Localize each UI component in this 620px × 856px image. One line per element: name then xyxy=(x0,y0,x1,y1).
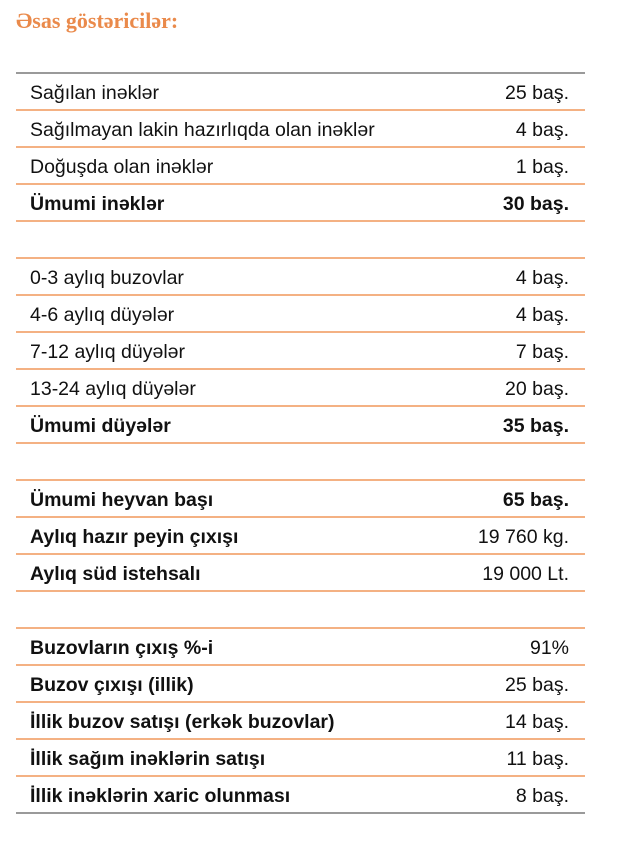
row-value: 14 baş. xyxy=(505,711,569,733)
table-row: 0-3 aylıq buzovlar 4 baş. xyxy=(16,259,585,296)
row-value: 35 baş. xyxy=(502,415,569,437)
table-row: Aylıq hazır peyin çıxışı 19 760 kg. xyxy=(16,518,585,555)
table-row: Doğuşda olan inəklər 1 baş. xyxy=(16,148,585,185)
section-title: Əsas göstəricilər: xyxy=(16,8,179,33)
row-value: 65 baş. xyxy=(502,489,569,511)
row-label: İllik inəklərin xaric olunması xyxy=(30,785,291,807)
row-label: 13-24 aylıq düyələr xyxy=(30,378,196,400)
table-row: 13-24 aylıq düyələr 20 baş. xyxy=(16,370,585,407)
row-value: 4 baş. xyxy=(515,267,569,289)
row-value: 11 baş. xyxy=(506,748,569,770)
table-row: 7-12 aylıq düyələr 7 baş. xyxy=(16,333,585,370)
table-row: Aylıq süd istehsalı 19 000 Lt. xyxy=(16,555,585,592)
row-value: 4 baş. xyxy=(515,304,569,326)
row-value: 19 760 kg. xyxy=(477,526,569,548)
row-label: Ümumi inəklər xyxy=(30,193,165,215)
row-label: İllik sağım inəklərin satışı xyxy=(30,748,266,770)
row-value: 25 baş. xyxy=(505,82,569,104)
table-row: İllik inəklərin xaric olunması 8 baş. xyxy=(16,777,585,814)
row-label: 7-12 aylıq düyələr xyxy=(30,341,186,363)
row-label: Sağılmayan lakin hazırlıqda olan inəklər xyxy=(30,119,375,141)
table-row: İllik sağım inəklərin satışı 11 baş. xyxy=(16,740,585,777)
row-value: 30 baş. xyxy=(502,193,569,215)
table-row: Ümumi inəklər 30 baş. xyxy=(16,185,585,222)
row-label: Buzov çıxışı (illik) xyxy=(30,674,194,696)
table-row: 4-6 aylıq düyələr 4 baş. xyxy=(16,296,585,333)
row-label: Sağılan inəklər xyxy=(30,82,159,104)
row-value: 1 baş. xyxy=(515,156,569,178)
row-label: 4-6 aylıq düyələr xyxy=(30,304,175,326)
row-value: 25 baş. xyxy=(505,674,569,696)
table-row: Ümumi düyələr 35 baş. xyxy=(16,407,585,444)
row-label: Aylıq süd istehsalı xyxy=(30,563,201,585)
table-row: Ümumi heyvan başı 65 baş. xyxy=(16,481,585,518)
row-value: 4 baş. xyxy=(515,119,569,141)
row-value: 20 baş. xyxy=(505,378,569,400)
row-value: 8 baş. xyxy=(515,785,569,807)
indicators-table: Sağılan inəklər 25 baş. Sağılmayan lakin h… xyxy=(16,72,585,814)
row-value: 91% xyxy=(529,637,569,659)
row-value: 19 000 Lt. xyxy=(482,563,569,585)
table-row: Buzov çıxışı (illik) 25 baş. xyxy=(16,666,585,703)
row-label: 0-3 aylıq buzovlar xyxy=(30,267,184,289)
row-label: Doğuşda olan inəklər xyxy=(30,156,214,178)
table-row: Buzovların çıxış %-i 91% xyxy=(16,629,585,666)
row-label: Buzovların çıxış %-i xyxy=(30,637,214,659)
table-spacer-row xyxy=(16,222,585,259)
table-row: İllik buzov satışı (erkək buzovlar) 14 ba… xyxy=(16,703,585,740)
row-label: İllik buzov satışı (erkək buzovlar) xyxy=(30,711,335,733)
table-spacer-row xyxy=(16,444,585,481)
table-spacer-row xyxy=(16,592,585,629)
row-value: 7 baş. xyxy=(515,341,569,363)
row-label: Aylıq hazır peyin çıxışı xyxy=(30,526,239,548)
table-row: Sağılmayan lakin hazırlıqda olan inəklər… xyxy=(16,111,585,148)
row-label: Ümumi heyvan başı xyxy=(30,489,214,511)
table-row: Sağılan inəklər 25 baş. xyxy=(16,74,585,111)
row-label: Ümumi düyələr xyxy=(30,415,171,437)
